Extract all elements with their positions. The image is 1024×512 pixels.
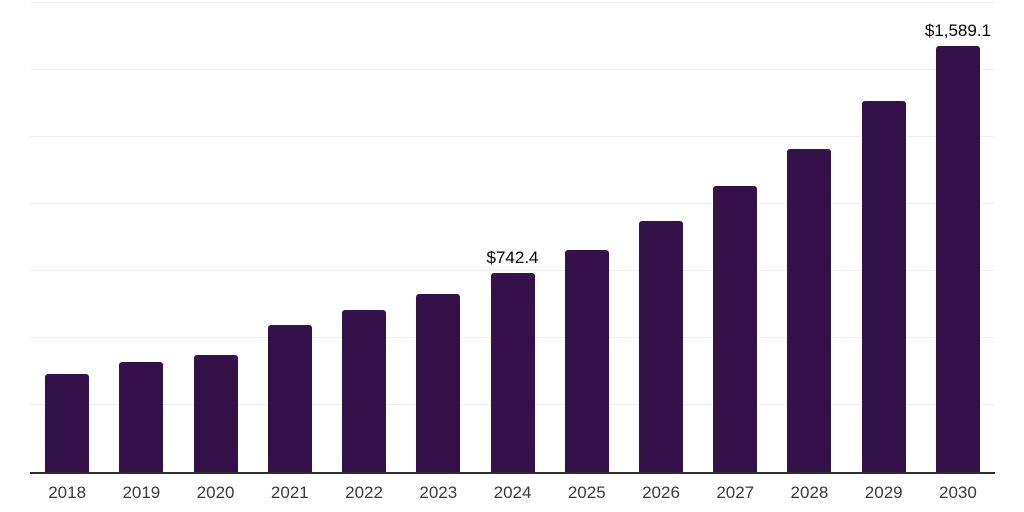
gridline-1500	[30, 69, 995, 70]
bar-2020[interactable]	[193, 355, 238, 472]
bar-slot-2022	[327, 3, 401, 472]
bar-2027[interactable]	[713, 186, 758, 472]
bar-series: $742.4 $1,589.1	[30, 3, 995, 472]
bar-slot-2018	[30, 3, 104, 472]
gridline-1750	[30, 2, 995, 3]
gridline-1000	[30, 203, 995, 204]
bar-2021[interactable]	[267, 325, 312, 472]
bar-slot-2024: $742.4	[475, 3, 549, 472]
gridline-1250	[30, 136, 995, 137]
bar-2029[interactable]	[861, 101, 906, 472]
bar-2018[interactable]	[45, 373, 90, 472]
bar-2026[interactable]	[638, 221, 683, 472]
x-tick-2027: 2027	[716, 483, 755, 502]
bar-slot-2023	[401, 3, 475, 472]
gridline-750	[30, 270, 995, 271]
x-tick-2021: 2021	[270, 483, 309, 502]
plot-area: $742.4 $1,589.1	[30, 2, 995, 474]
x-tick-2026: 2026	[642, 483, 680, 502]
bar-2022[interactable]	[342, 310, 387, 472]
bar-slot-2026	[624, 3, 698, 472]
bar-slot-2021	[253, 3, 327, 472]
x-axis: 2018 2019 2020 2021 2022 2023 2024 2025 2026 2027…	[30, 476, 995, 503]
data-label-2030: $1,589.1	[924, 21, 992, 41]
x-tick-2024: 2024	[493, 483, 532, 502]
bar-slot-2027	[698, 3, 772, 472]
x-tick-2025: 2025	[567, 483, 606, 502]
x-tick-2022: 2022	[345, 483, 383, 502]
bar-2023[interactable]	[416, 294, 461, 472]
x-tick-2028: 2028	[790, 483, 829, 502]
bar-2030[interactable]	[935, 46, 980, 472]
bar-2024[interactable]	[490, 273, 535, 472]
x-tick-2018: 2018	[48, 483, 87, 502]
x-tick-2029: 2029	[864, 483, 903, 502]
bar-slot-2028	[772, 3, 846, 472]
bar-slot-2020	[178, 3, 252, 472]
data-label-2024: $742.4	[486, 248, 539, 268]
x-tick-2030: 2030	[939, 483, 977, 502]
x-tick-2023: 2023	[419, 483, 458, 502]
bar-2025[interactable]	[564, 249, 609, 472]
bar-2019[interactable]	[119, 362, 164, 472]
bar-slot-2029	[847, 3, 921, 472]
bar-slot-2025	[550, 3, 624, 472]
bar-2028[interactable]	[787, 148, 832, 472]
bar-slot-2030: $1,589.1	[921, 3, 995, 472]
x-tick-2019: 2019	[122, 483, 161, 502]
x-tick-2020: 2020	[196, 483, 235, 502]
bar-slot-2019	[104, 3, 178, 472]
